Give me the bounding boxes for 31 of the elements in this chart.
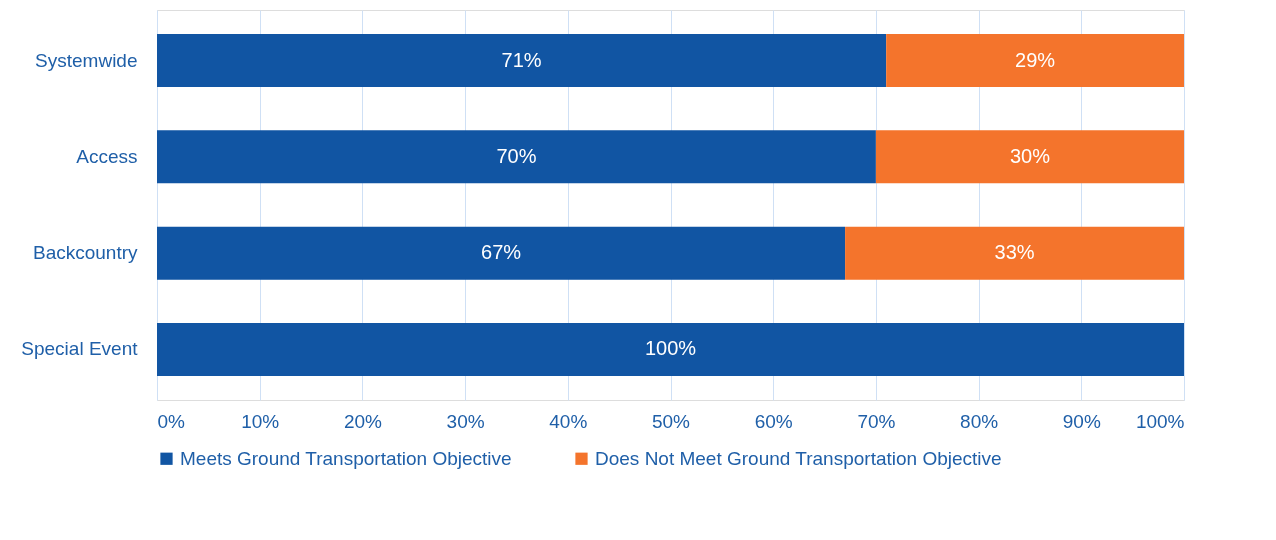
data-label: 70% [496,144,537,167]
bar [875,130,1184,184]
x-tick-label: 50% [651,410,691,432]
x-tick-label: 0% [157,410,186,432]
x-tick-label: 20% [343,410,383,432]
data-label: 29% [1015,48,1056,71]
x-tick-label: 100% [1135,410,1185,432]
y-tick-label: Access [76,145,138,167]
bar [886,34,1184,88]
bar [157,130,876,184]
bar [157,226,846,280]
x-tick-label: 60% [754,410,793,432]
legend-label: Does Not Meet Ground Transportation Objective [595,447,1002,469]
x-tick-label: 70% [857,410,896,432]
data-label: 33% [994,241,1035,264]
x-tick-label: 40% [549,410,588,432]
data-label: 71% [501,48,542,71]
y-tick-label: Systemwide [35,49,138,71]
data-label: 67% [481,241,522,264]
x-tick-label: 30% [446,410,485,432]
bar [845,226,1184,280]
x-tick-label: 10% [241,410,280,432]
data-label: 100% [644,337,697,360]
legend-label: Meets Ground Transportation Objective [180,447,512,469]
y-tick-label: Backcountry [32,242,138,264]
bar [157,34,887,88]
bar [157,322,1184,376]
y-tick-label: Special Event [21,338,139,360]
x-tick-label: 90% [1062,410,1101,432]
x-tick-label: 80% [960,410,999,432]
data-label: 30% [1009,144,1051,167]
